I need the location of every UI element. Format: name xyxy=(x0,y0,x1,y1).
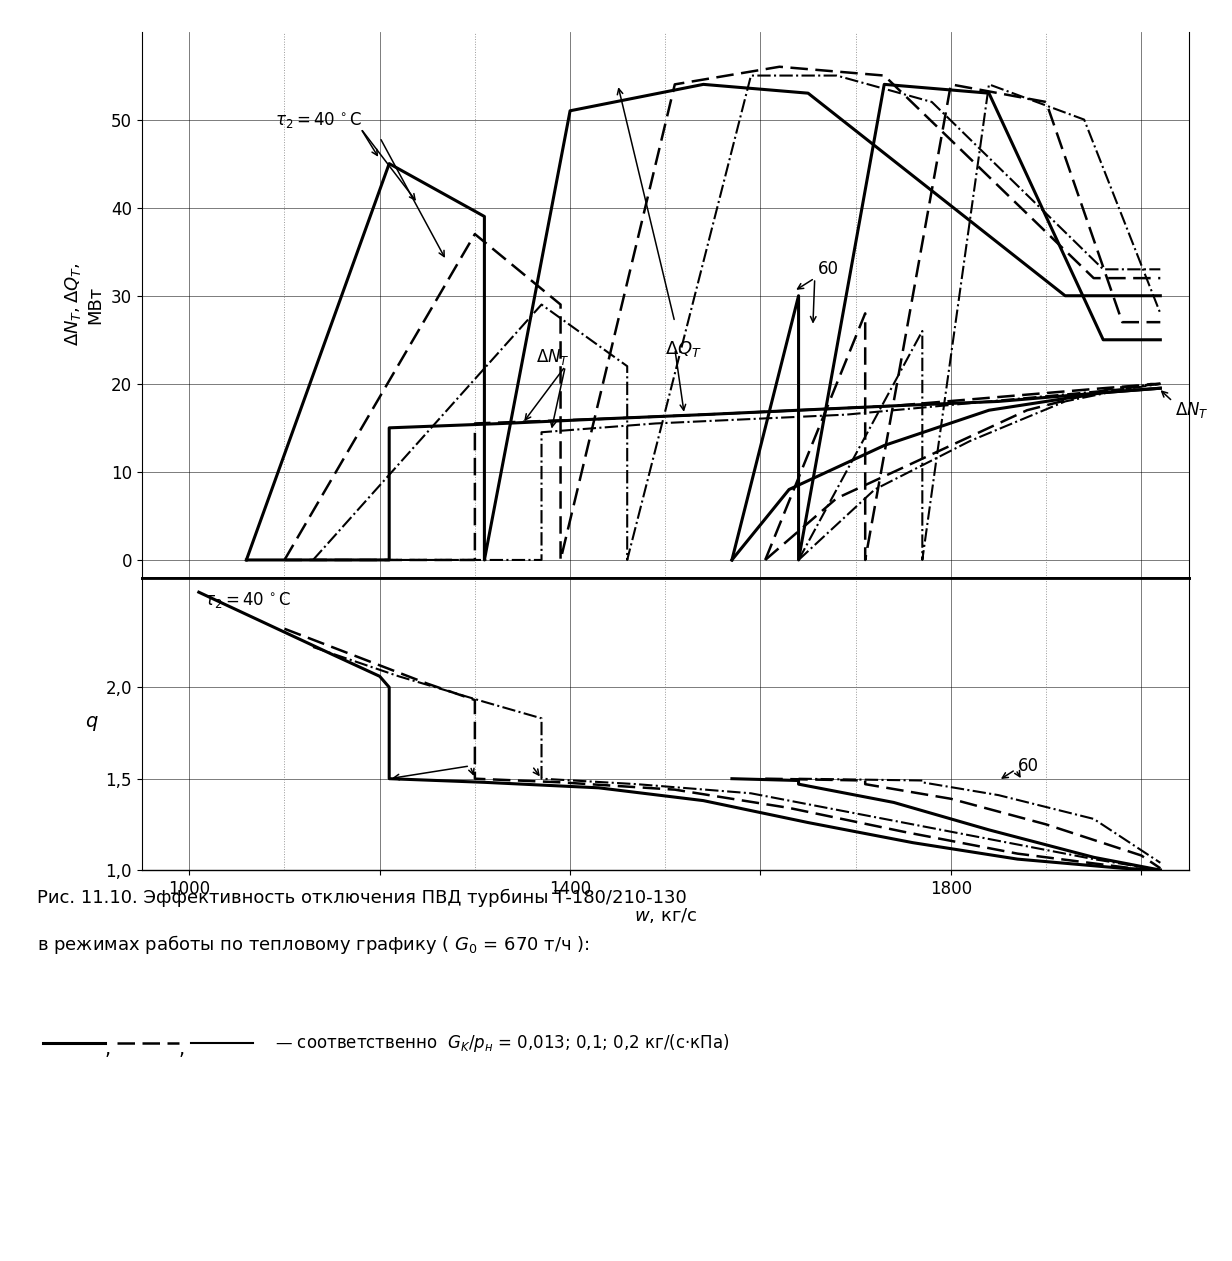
Text: Рис. 11.10. Эффективность отключения ПВД турбины Т-180/210-130: Рис. 11.10. Эффективность отключения ПВД… xyxy=(37,889,686,907)
Text: $\tau_2 = 40\,^\circ\mathrm{C}$: $\tau_2 = 40\,^\circ\mathrm{C}$ xyxy=(275,110,362,130)
Text: ,: , xyxy=(179,1039,185,1059)
Text: $\Delta N_T$: $\Delta N_T$ xyxy=(536,347,570,367)
Text: — соответственно  $G_K/p_н$ = 0,013; 0,1; 0,2 кг/(с·кПа): — соответственно $G_K/p_н$ = 0,013; 0,1;… xyxy=(275,1031,729,1054)
Text: 60: 60 xyxy=(1018,757,1039,774)
Text: $\tau_2 = 40\,^\circ\mathrm{C}$: $\tau_2 = 40\,^\circ\mathrm{C}$ xyxy=(203,589,291,609)
Text: $\Delta N_T$: $\Delta N_T$ xyxy=(1174,400,1209,420)
Text: в режимах работы по тепловому графику ( $G_0$ = 670 т/ч ):: в режимах работы по тепловому графику ( … xyxy=(37,933,590,956)
X-axis label: $w$, кг/с: $w$, кг/с xyxy=(633,907,697,926)
Y-axis label: $\Delta N_T, \Delta Q_T$,
МВт: $\Delta N_T, \Delta Q_T$, МВт xyxy=(63,262,103,347)
Text: ,: , xyxy=(105,1039,111,1059)
Text: $\Delta Q_T$: $\Delta Q_T$ xyxy=(665,339,702,358)
Text: 60: 60 xyxy=(818,260,839,279)
Y-axis label: $q$: $q$ xyxy=(85,714,99,734)
